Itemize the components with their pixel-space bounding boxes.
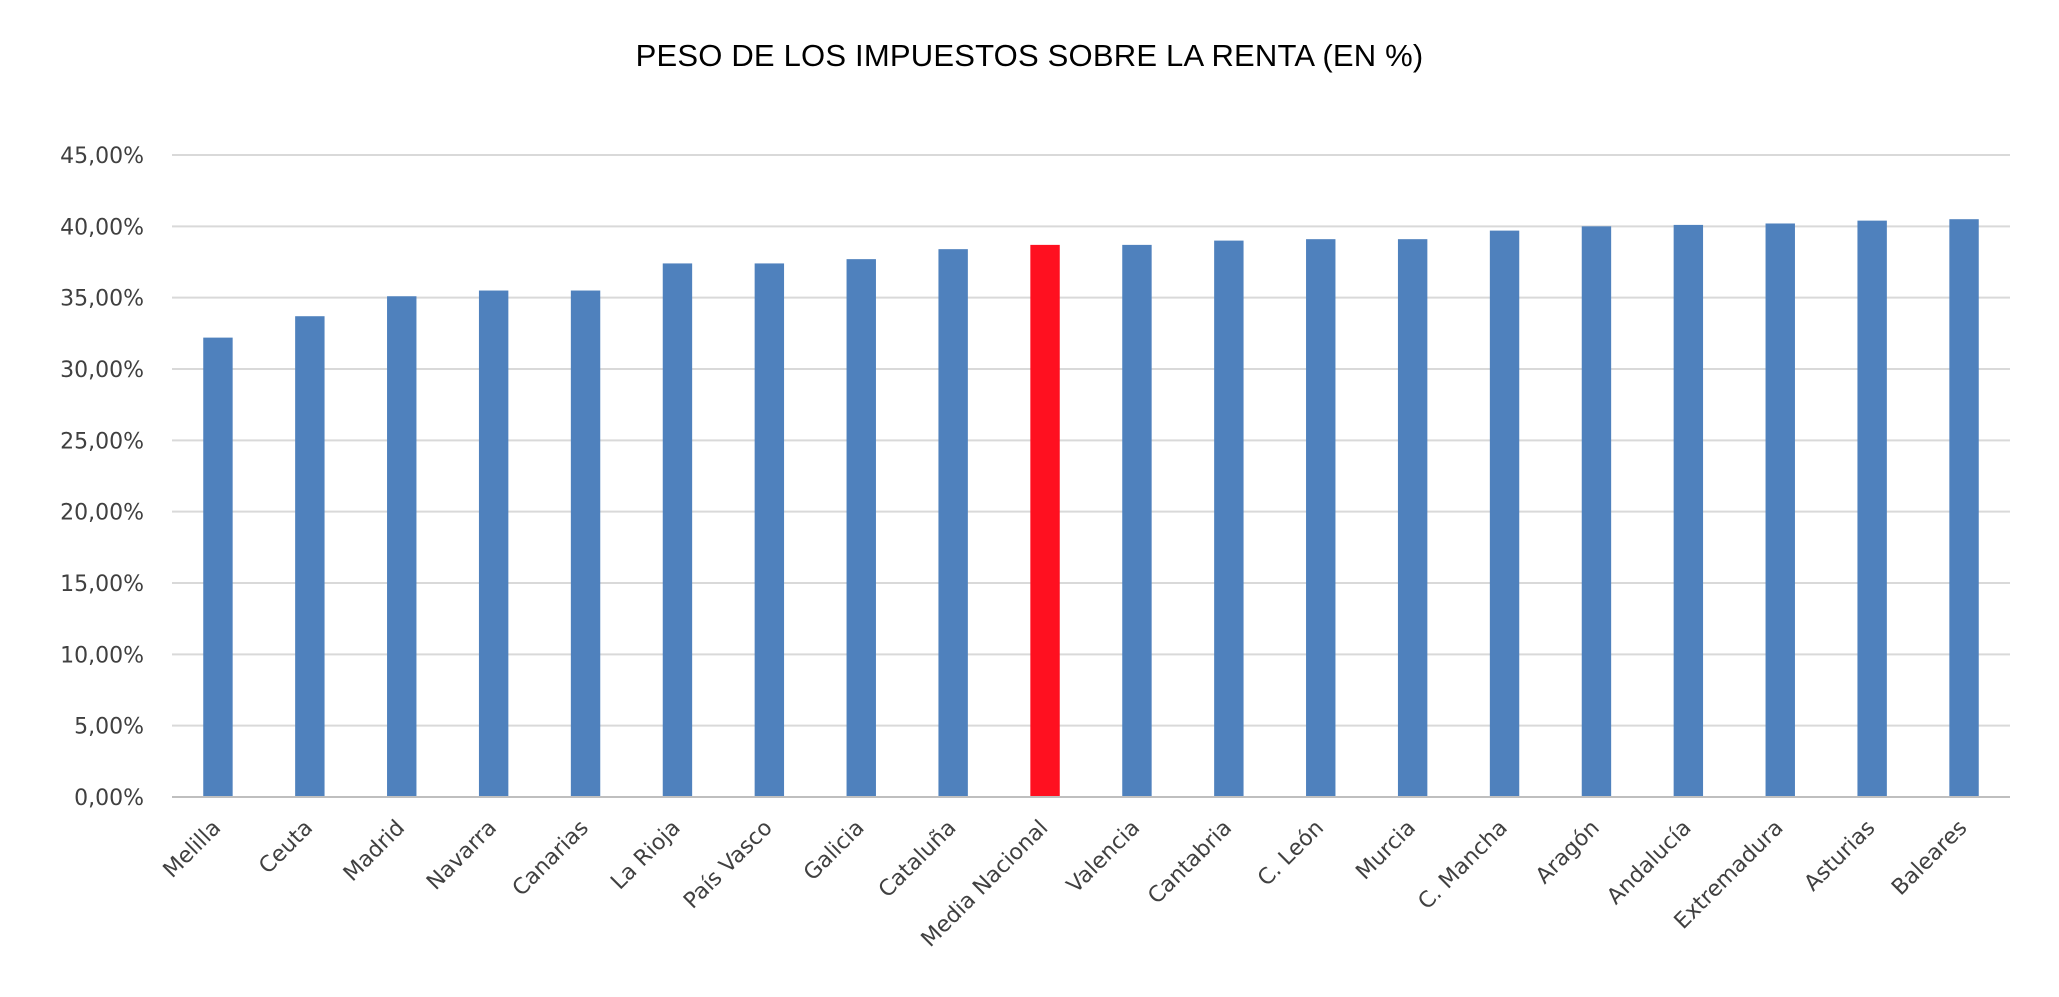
bar — [478, 290, 509, 797]
x-tick-label: Aragón — [1531, 816, 1605, 890]
x-tick-label: País Vasco — [679, 816, 777, 914]
x-tick-label: Galicia — [799, 816, 869, 886]
bar — [1397, 239, 1428, 797]
y-tick-label: 25,00% — [60, 429, 144, 454]
bar — [570, 290, 601, 797]
x-tick-label: Andalucía — [1602, 816, 1696, 910]
x-tick-label: Cataluña — [874, 816, 961, 903]
y-tick-label: 20,00% — [60, 501, 144, 526]
x-tick-label: C. León — [1253, 816, 1329, 892]
bar — [938, 249, 968, 797]
bar — [203, 337, 233, 797]
bar — [295, 316, 325, 797]
x-tick-label: Ceuta — [254, 816, 318, 880]
bar — [1214, 240, 1244, 798]
gridlines — [172, 154, 2010, 727]
y-tick-label: 35,00% — [60, 287, 144, 312]
bar — [1030, 244, 1060, 797]
x-tick-label: Valencia — [1062, 816, 1145, 899]
bar — [846, 259, 876, 797]
bar — [387, 296, 417, 797]
bar — [754, 263, 785, 798]
bar — [1489, 230, 1520, 797]
x-tick-label: Madrid — [339, 816, 410, 887]
bar — [1765, 223, 1795, 798]
y-tick-label: 40,00% — [60, 215, 144, 240]
x-tick-label: Asturias — [1800, 816, 1881, 897]
y-tick-label: 15,00% — [60, 572, 144, 597]
y-tick-label: 5,00% — [74, 715, 144, 740]
y-tick-label: 10,00% — [60, 643, 144, 668]
y-tick-label: 0,00% — [74, 786, 144, 811]
x-tick-label: Murcia — [1351, 816, 1420, 885]
bar — [1949, 219, 1979, 797]
y-tick-label: 45,00% — [60, 144, 144, 169]
x-tick-label: C. Mancha — [1414, 816, 1513, 915]
bar — [1122, 244, 1152, 797]
bar — [662, 263, 693, 798]
x-tick-label: La Rioja — [606, 816, 685, 895]
y-axis-ticks: 0,00% 5,00% 10,00% 15,00% 20,00% 25,00% 30,00%… — [60, 144, 144, 811]
y-tick-label: 30,00% — [60, 358, 144, 383]
bar — [1857, 220, 1887, 798]
bars — [203, 219, 1979, 798]
x-tick-label: Cantabria — [1143, 816, 1237, 910]
bar — [1673, 224, 1704, 797]
x-tick-label: Melilla — [159, 816, 226, 883]
chart-title: PESO DE LOS IMPUESTOS SOBRE LA RENTA (EN… — [635, 38, 1424, 73]
x-axis-labels: Melilla Ceuta Madrid Navarra Canarias La Rioj… — [159, 816, 1973, 953]
bar — [1581, 226, 1612, 798]
x-tick-label: Canarias — [508, 816, 594, 902]
bar — [1306, 239, 1336, 797]
x-tick-label: Baleares — [1887, 816, 1972, 901]
x-tick-label: Navarra — [422, 816, 502, 896]
